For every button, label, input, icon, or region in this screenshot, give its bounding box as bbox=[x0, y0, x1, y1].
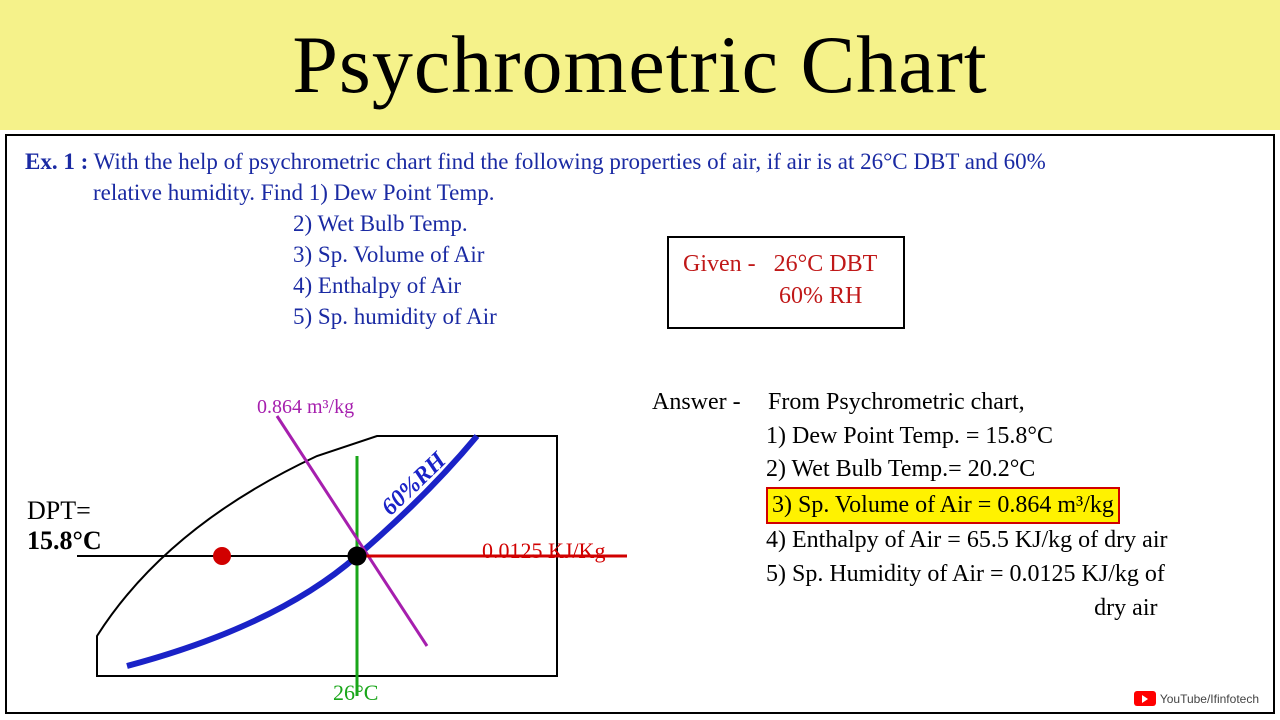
sp-volume-label: 0.864 m³/kg bbox=[257, 396, 354, 419]
dpt-label: DPT= 15.8°C bbox=[27, 496, 102, 556]
answer-line: 5) Sp. Humidity of Air = 0.0125 KJ/kg of bbox=[766, 558, 1167, 592]
given-line-1: 26°C DBT bbox=[774, 251, 878, 277]
youtube-icon bbox=[1134, 691, 1156, 706]
psychrometric-sketch: DPT= 15.8°C 0.864 m³/kg 60%RH 0.0125 KJ/… bbox=[27, 396, 627, 706]
given-label: Given - bbox=[683, 251, 756, 277]
humidity-label: 0.0125 KJ/Kg bbox=[482, 538, 605, 564]
answer-label: Answer - bbox=[652, 386, 762, 420]
page-title: Psychrometric Chart bbox=[292, 18, 987, 112]
content-area: Ex. 1 : With the help of psychrometric c… bbox=[5, 134, 1275, 714]
given-box: Given - 26°C DBT 60% RH bbox=[667, 236, 905, 329]
answer-line: 2) Wet Bulb Temp.= 20.2°C bbox=[766, 453, 1167, 487]
find-item: 2) Wet Bulb Temp. bbox=[293, 208, 1255, 239]
title-bar: Psychrometric Chart bbox=[0, 0, 1280, 130]
problem-statement: Ex. 1 : With the help of psychrometric c… bbox=[25, 146, 1255, 208]
dpt-point bbox=[213, 547, 231, 565]
problem-line-2: relative humidity. Find 1) Dew Point Tem… bbox=[93, 180, 495, 205]
answer-from: From Psychrometric chart, bbox=[768, 389, 1025, 415]
answer-line: 4) Enthalpy of Air = 65.5 KJ/kg of dry a… bbox=[766, 524, 1167, 558]
answer-block: Answer - From Psychrometric chart, 1) De… bbox=[652, 386, 1167, 625]
answer-line: 1) Dew Point Temp. = 15.8°C bbox=[766, 420, 1167, 454]
example-label: Ex. 1 : bbox=[25, 149, 88, 174]
dbt-label: 26°C bbox=[333, 680, 378, 706]
given-line-2: 60% RH bbox=[779, 283, 862, 309]
youtube-text: YouTube/Ifinfotech bbox=[1160, 692, 1259, 706]
problem-line-1: With the help of psychrometric chart fin… bbox=[94, 149, 1046, 174]
youtube-credit: YouTube/Ifinfotech bbox=[1134, 691, 1259, 706]
answer-tail: dry air bbox=[766, 592, 1167, 626]
sp-volume-line bbox=[277, 416, 427, 646]
state-point bbox=[348, 547, 366, 565]
answer-line-highlighted: 3) Sp. Volume of Air = 0.864 m³/kg bbox=[766, 487, 1120, 525]
